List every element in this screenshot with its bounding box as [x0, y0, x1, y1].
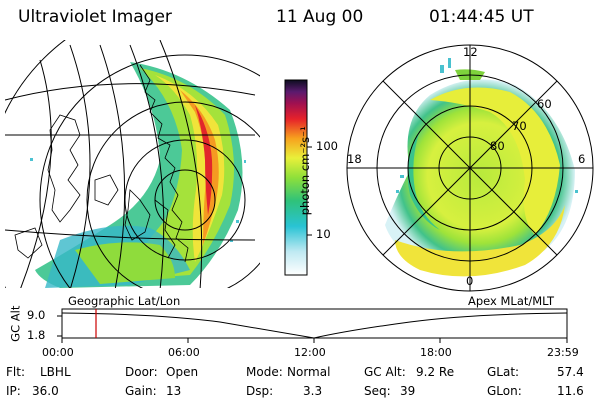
colorbar — [284, 79, 308, 276]
mode-value: Normal — [287, 365, 331, 379]
mode-label: Mode: — [246, 365, 283, 379]
mlat-label-80: 80 — [490, 139, 505, 153]
timeline-xtick-0000: 00:00 — [42, 346, 74, 359]
mlt-label-0: 0 — [466, 274, 474, 288]
geographic-caption: Geographic Lat/Lon — [68, 294, 181, 308]
timeline-xtick-0600: 06:00 — [168, 346, 200, 359]
seq-label: Seq: — [364, 384, 391, 398]
ip-label: IP: — [6, 384, 21, 398]
mlat-label-70: 70 — [512, 119, 527, 133]
glon-label: GLon: — [487, 384, 522, 398]
timeline-xtick-2359: 23:59 — [547, 346, 579, 359]
door-value: Open — [166, 365, 199, 379]
mlt-label-6: 6 — [578, 152, 586, 166]
colorbar-tick-label-10: 10 — [316, 227, 331, 241]
mlt-label-18: 18 — [347, 152, 362, 166]
flt-label: Flt: — [6, 365, 25, 379]
door-label: Door: — [125, 365, 158, 379]
gain-value: 13 — [166, 384, 182, 398]
apex-caption: Apex MLat/MLT — [468, 294, 555, 308]
timeline-xtick-1200: 12:00 — [294, 346, 326, 359]
seq-value: 39 — [400, 384, 416, 398]
polar-image — [346, 44, 594, 292]
timeline-plot — [57, 308, 568, 343]
gain-label: Gain: — [125, 384, 157, 398]
mlat-label-60: 60 — [537, 97, 552, 111]
time-label: 01:44:45 UT — [429, 7, 534, 27]
flt-value: LBHL — [40, 365, 71, 379]
date-label: 11 Aug 00 — [276, 7, 364, 27]
timeline-ytick-9: 9.0 — [27, 308, 46, 322]
timeline-ytick-1.8: 1.8 — [27, 328, 46, 342]
geographic-image — [5, 40, 260, 288]
gcalt-value: 9.2 Re — [416, 365, 455, 379]
timeline-xtick-1800: 18:00 — [420, 346, 452, 359]
glon-value: 11.6 — [557, 384, 584, 398]
glat-label: GLat: — [487, 365, 520, 379]
ip-value: 36.0 — [32, 384, 59, 398]
colorbar-unit-label: photon cm⁻²s⁻¹ — [297, 126, 312, 216]
dsp-value: 3.3 — [303, 384, 323, 398]
colorbar-tick-label-100: 100 — [316, 139, 338, 153]
dsp-label: Dsp: — [246, 384, 274, 398]
timeline-ylabel: GC Alt — [8, 305, 23, 342]
mlt-label-12: 12 — [463, 45, 478, 59]
instrument-title: Ultraviolet Imager — [18, 7, 172, 27]
gcalt-label: GC Alt: — [364, 365, 406, 379]
glat-value: 57.4 — [557, 365, 584, 379]
